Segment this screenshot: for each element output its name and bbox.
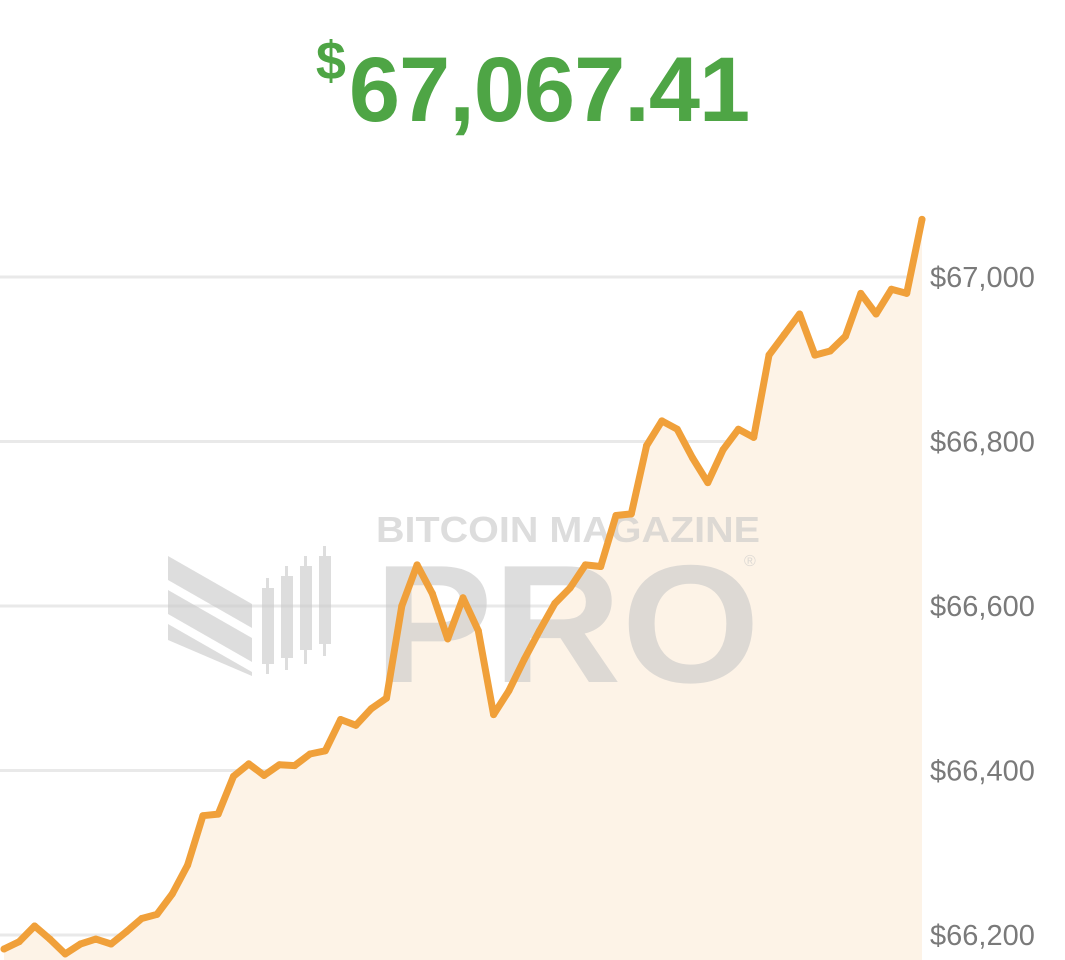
price-point [719,446,727,454]
price-point [0,945,8,953]
price-point [826,347,834,355]
price-point [31,922,39,930]
price-point [398,602,406,610]
price-points [0,215,926,958]
price-point [704,479,712,487]
current-price: $67,067.41 [0,30,1065,143]
price-point [245,760,253,768]
y-tick-label: $66,200 [930,920,1035,952]
watermark-brand-text: BITCOIN MAGAZINE [376,509,760,550]
price-point [612,512,620,519]
price-point [734,425,742,433]
price-point [352,721,360,729]
price-currency-symbol: $ [315,31,346,91]
price-point [520,656,528,663]
watermark-registered-mark: ® [744,553,756,570]
price-point [77,940,84,948]
bitcoin-magazine-logo-icon [168,546,331,676]
price-point [92,935,100,943]
y-tick-label: $66,600 [930,591,1035,623]
price-point [107,940,115,948]
price-point [536,627,543,635]
price-point [765,351,773,359]
price-point [551,600,559,607]
price-point [230,772,237,780]
price-point [581,561,589,569]
price-point [260,771,268,779]
price-point [383,694,390,702]
price-point [275,761,283,769]
price-point [459,594,467,602]
price-point [872,310,880,318]
y-tick-label: $67,000 [930,262,1035,294]
y-axis: $67,000 $66,800 $66,600 $66,400 $66,200 [930,262,1035,952]
y-tick-label: $66,400 [930,756,1035,788]
price-point [428,590,436,598]
price-point [627,510,635,518]
price-point [199,812,207,820]
price-point [842,332,849,340]
price-point [857,289,865,297]
price-point [597,563,605,570]
price-point [184,861,192,869]
price-point [153,910,161,918]
bitcoin-magazine-pro-watermark: BITCOIN MAGAZINE PRO ® [168,509,760,718]
price-point [15,938,23,946]
price-point [673,425,681,433]
price-point [122,928,130,936]
price-point [46,935,54,943]
price-point [444,635,452,643]
price-point [643,442,651,450]
price-point [505,687,513,695]
price-point [566,584,574,592]
y-tick-label: $66,800 [930,427,1035,459]
price-point [138,915,146,922]
price-point [887,285,895,293]
price-point [61,950,69,958]
price-area-fill [4,219,922,960]
price-point [750,433,758,441]
price-value: 67,067.41 [348,39,750,141]
price-point [658,417,666,425]
price-point [214,810,222,818]
price-point [291,762,299,770]
price-point [413,561,421,569]
price-point [367,705,375,713]
price-point [796,310,804,318]
price-point [903,289,911,297]
price-point [168,890,176,898]
price-point [780,331,788,339]
price-point [337,716,345,723]
price-point [918,215,926,223]
price-point [306,750,314,758]
price-point [811,351,819,359]
price-point [490,711,498,719]
price-point [474,627,482,635]
price-point [321,747,329,755]
watermark-pro-text: PRO [374,530,760,718]
price-point [689,454,696,462]
